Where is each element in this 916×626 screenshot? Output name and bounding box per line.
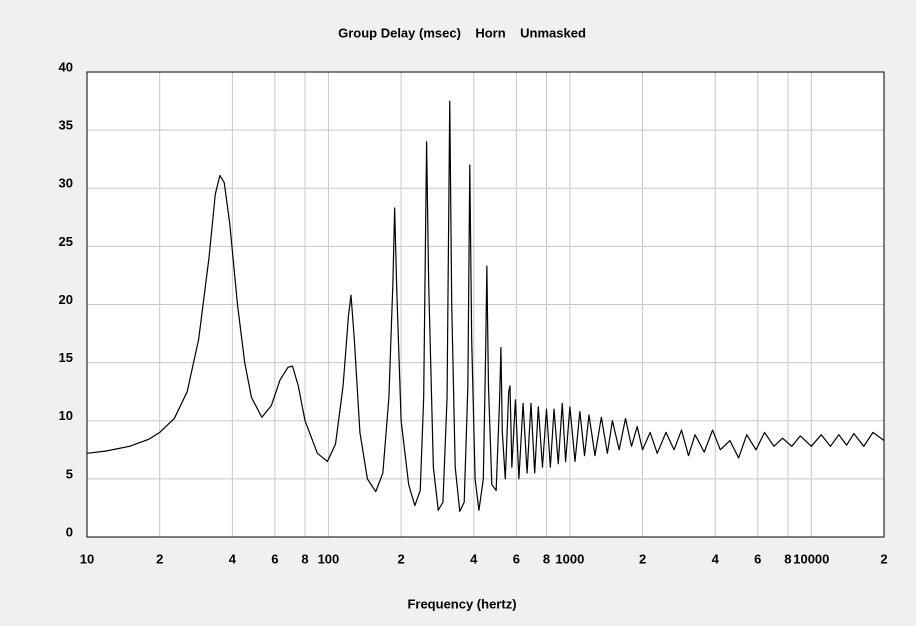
x-tick-label: 2 <box>880 551 887 566</box>
x-tick-label: 10 <box>80 551 94 566</box>
x-tick-label: 6 <box>754 551 761 566</box>
y-tick-label: 35 <box>59 118 73 133</box>
x-tick-label: 4 <box>229 551 237 566</box>
y-tick-label: 10 <box>59 408 73 423</box>
x-tick-label: 10000 <box>793 551 829 566</box>
x-tick-label: 100 <box>318 551 340 566</box>
x-tick-label: 2 <box>639 551 646 566</box>
y-tick-label: 30 <box>59 176 73 191</box>
data-line <box>86 100 885 513</box>
x-tick-label: 6 <box>271 551 278 566</box>
y-tick-label: 40 <box>59 59 73 74</box>
y-tick-label: 20 <box>59 292 73 307</box>
y-tick-label: 5 <box>66 466 73 481</box>
y-tick-label: 0 <box>66 524 73 539</box>
x-tick-label: 6 <box>513 551 520 566</box>
plot-border <box>86 71 885 538</box>
x-tick-label: 4 <box>712 551 720 566</box>
x-tick-label: 1000 <box>555 551 584 566</box>
x-tick-label: 8 <box>543 551 550 566</box>
y-tick-label: 15 <box>59 350 73 365</box>
chart-title: Group Delay (msec) Horn Unmasked <box>338 25 586 40</box>
x-tick-label: 8 <box>784 551 791 566</box>
x-tick-label: 8 <box>301 551 308 566</box>
x-tick-label: 2 <box>398 551 405 566</box>
x-tick-label: 2 <box>156 551 163 566</box>
x-axis-label: Frequency (hertz) <box>407 596 516 611</box>
y-tick-label: 25 <box>59 234 73 249</box>
x-tick-label: 4 <box>470 551 478 566</box>
